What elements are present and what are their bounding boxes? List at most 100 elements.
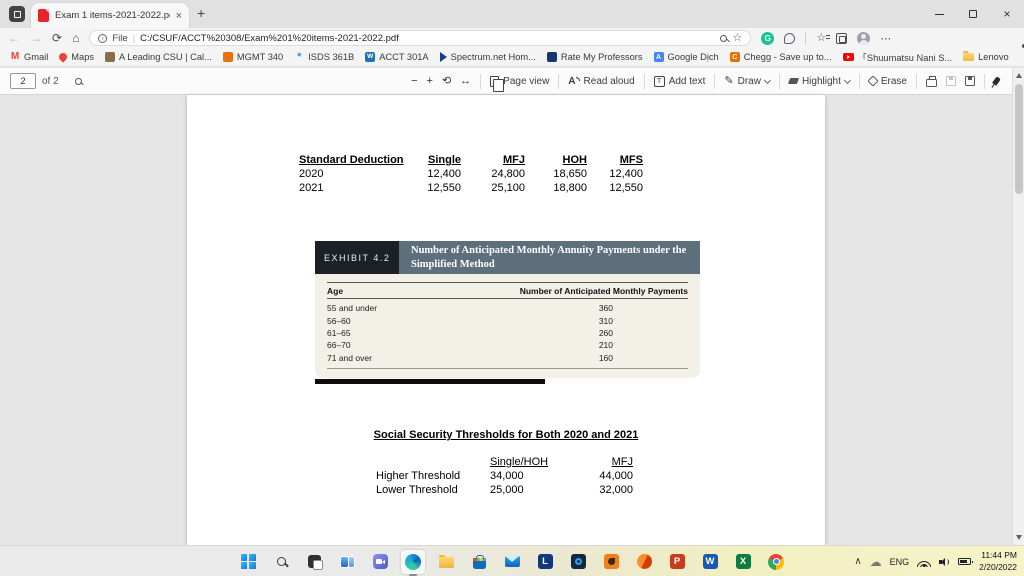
- browser-toolbar: ← → ⟳ ⌂ i File | C:/CSUF/ACCT%20308/Exam…: [0, 28, 1024, 49]
- bookmark-mgmt340[interactable]: MGMT 340: [222, 52, 283, 62]
- battery-icon[interactable]: [958, 558, 974, 565]
- excel-button[interactable]: X: [731, 550, 755, 574]
- collections-icon[interactable]: [836, 32, 848, 44]
- tab-actions-icon[interactable]: [9, 6, 25, 22]
- pin-toolbar-icon[interactable]: [992, 76, 1001, 86]
- scroll-up-arrow[interactable]: [1016, 73, 1022, 78]
- new-tab-button[interactable]: +: [197, 5, 206, 21]
- microsoft-store-button[interactable]: [467, 550, 491, 574]
- bookmark-maps[interactable]: Maps: [57, 51, 94, 63]
- tray-date: 2/20/2022: [979, 561, 1017, 572]
- grammarly-extension-icon[interactable]: G: [761, 31, 775, 45]
- highlight-button[interactable]: Highlight: [787, 76, 851, 87]
- lockdown-browser-button[interactable]: L: [533, 550, 557, 574]
- print-icon[interactable]: [926, 75, 937, 87]
- chegg-icon: C: [729, 52, 740, 62]
- draw-pen-icon: ✎: [724, 74, 734, 87]
- task-view-icon: [307, 555, 323, 570]
- favorite-star-icon[interactable]: ☆: [732, 31, 743, 44]
- tab-close-icon[interactable]: ×: [175, 9, 182, 22]
- draw-button[interactable]: ✎ Draw: [724, 74, 771, 87]
- social-security-table: Single/HOH MFJ Higher Threshold 34,000 4…: [376, 455, 633, 497]
- blue-ring-app-button[interactable]: [566, 550, 590, 574]
- widgets-button[interactable]: [335, 550, 359, 574]
- minimize-button[interactable]: [922, 0, 956, 28]
- excel-icon: X: [735, 554, 751, 569]
- profile-avatar[interactable]: [857, 31, 871, 45]
- tray-overflow-chevron-icon[interactable]: ∧: [854, 555, 862, 567]
- home-icon[interactable]: ⌂: [72, 31, 80, 45]
- tray-time: 11:44 PM: [981, 550, 1017, 561]
- orange-app-button[interactable]: [599, 550, 623, 574]
- fit-to-width-icon[interactable]: ↔: [460, 74, 472, 87]
- scroll-down-arrow[interactable]: [1016, 535, 1022, 540]
- rotate-icon[interactable]: ⟲: [441, 74, 452, 87]
- taskbar-edge-button[interactable]: [401, 549, 425, 576]
- office-button[interactable]: [632, 550, 656, 574]
- forward-icon[interactable]: →: [30, 31, 42, 45]
- zoom-out-button[interactable]: −: [411, 74, 418, 87]
- wifi-icon[interactable]: [917, 557, 932, 567]
- pdf-toolbar-actions: − + ⟲ ↔ Page view A Read aloud T Add text …: [411, 73, 1002, 92]
- browser-titlebar: Exam 1 items-2021-2022.pdf × + ×: [0, 0, 1024, 28]
- bookmark-ratemyprofessors[interactable]: Rate My Professors: [546, 52, 643, 62]
- chrome-button[interactable]: [764, 550, 788, 574]
- address-bar[interactable]: i File | C:/CSUF/ACCT%20308/Exam%201%20i…: [89, 30, 1024, 49]
- start-button[interactable]: [236, 550, 260, 574]
- bookmark-chegg[interactable]: C Chegg - Save up to...: [729, 52, 832, 62]
- page-info-icon[interactable]: i: [98, 33, 108, 43]
- close-button[interactable]: ×: [1003, 7, 1011, 21]
- taskbar-search-button[interactable]: [269, 550, 293, 574]
- bookmark-isds361b[interactable]: * ISDS 361B: [294, 51, 354, 62]
- wp-icon: W: [365, 52, 376, 62]
- bookmark-google-dich[interactable]: A Google Dịch: [653, 52, 719, 62]
- browser-tab[interactable]: Exam 1 items-2021-2022.pdf ×: [31, 3, 189, 28]
- word-button[interactable]: W: [698, 550, 722, 574]
- pdf-file-icon: [38, 9, 49, 22]
- zoom-icon[interactable]: [720, 34, 728, 42]
- bookmark-lenovo-folder[interactable]: Lenovo: [963, 51, 1009, 62]
- bookmark-spectrum[interactable]: Spectrum.net Hom...: [439, 52, 536, 62]
- window-controls: ×: [922, 0, 1024, 28]
- chat-button[interactable]: [368, 550, 392, 574]
- bookmarks-bar: M Gmail Maps A Leading CSU | Cal... MGMT …: [0, 48, 1024, 67]
- onedrive-cloud-icon[interactable]: ☁: [869, 554, 882, 569]
- task-view-button[interactable]: [302, 550, 326, 574]
- volume-icon[interactable]: [939, 557, 950, 567]
- ss-col-single-hoh: Single/HOH: [490, 456, 549, 468]
- office-icon: [636, 554, 652, 569]
- add-text-button[interactable]: T Add text: [653, 75, 705, 87]
- bookmark-youtube[interactable]: 「Shuumatsu Nani S...: [842, 50, 952, 64]
- erase-button[interactable]: Erase: [867, 75, 907, 87]
- taskbar-clock[interactable]: 11:44 PM 2/20/2022: [979, 550, 1017, 572]
- language-indicator[interactable]: ENG: [889, 556, 910, 567]
- vertical-scrollbar[interactable]: [1012, 68, 1024, 545]
- zoom-in-button[interactable]: +: [426, 74, 433, 87]
- exhibit-bottom-rule: [315, 379, 545, 384]
- bookmark-acct301a[interactable]: W ACCT 301A: [365, 52, 429, 62]
- mail-button[interactable]: [500, 550, 524, 574]
- file-explorer-button[interactable]: [434, 550, 458, 574]
- youtube-icon: [842, 53, 854, 61]
- back-icon[interactable]: ←: [8, 31, 20, 45]
- bookmark-csu[interactable]: A Leading CSU | Cal...: [105, 52, 212, 62]
- bookmark-gmail[interactable]: M Gmail: [10, 51, 49, 63]
- exhibit-col-age: Age: [327, 286, 344, 296]
- refresh-icon[interactable]: ⟳: [52, 31, 63, 45]
- pdf-toolbar: 2 of 2 − + ⟲ ↔ Page view A Read aloud T Ad…: [0, 68, 1012, 95]
- save-as-icon[interactable]: [965, 76, 975, 86]
- read-aloud-button[interactable]: A Read aloud: [568, 75, 635, 87]
- powerpoint-button[interactable]: P: [665, 550, 689, 574]
- tab-title: Exam 1 items-2021-2022.pdf: [55, 10, 170, 21]
- maximize-button[interactable]: [956, 0, 990, 28]
- page-view-button[interactable]: Page view: [490, 75, 549, 92]
- exhibit-4-2: EXHIBIT 4.2 Number of Anticipated Monthl…: [315, 241, 700, 378]
- chrome-icon: [768, 553, 784, 570]
- extension-icon[interactable]: [784, 32, 796, 44]
- page-number-input[interactable]: 2: [10, 73, 36, 89]
- search-icon: [276, 557, 286, 566]
- scrollbar-thumb[interactable]: [1015, 84, 1023, 194]
- pdf-search-icon[interactable]: [74, 77, 82, 85]
- favorites-icon[interactable]: ☆: [816, 32, 831, 44]
- settings-menu-icon[interactable]: ⋯: [880, 32, 893, 45]
